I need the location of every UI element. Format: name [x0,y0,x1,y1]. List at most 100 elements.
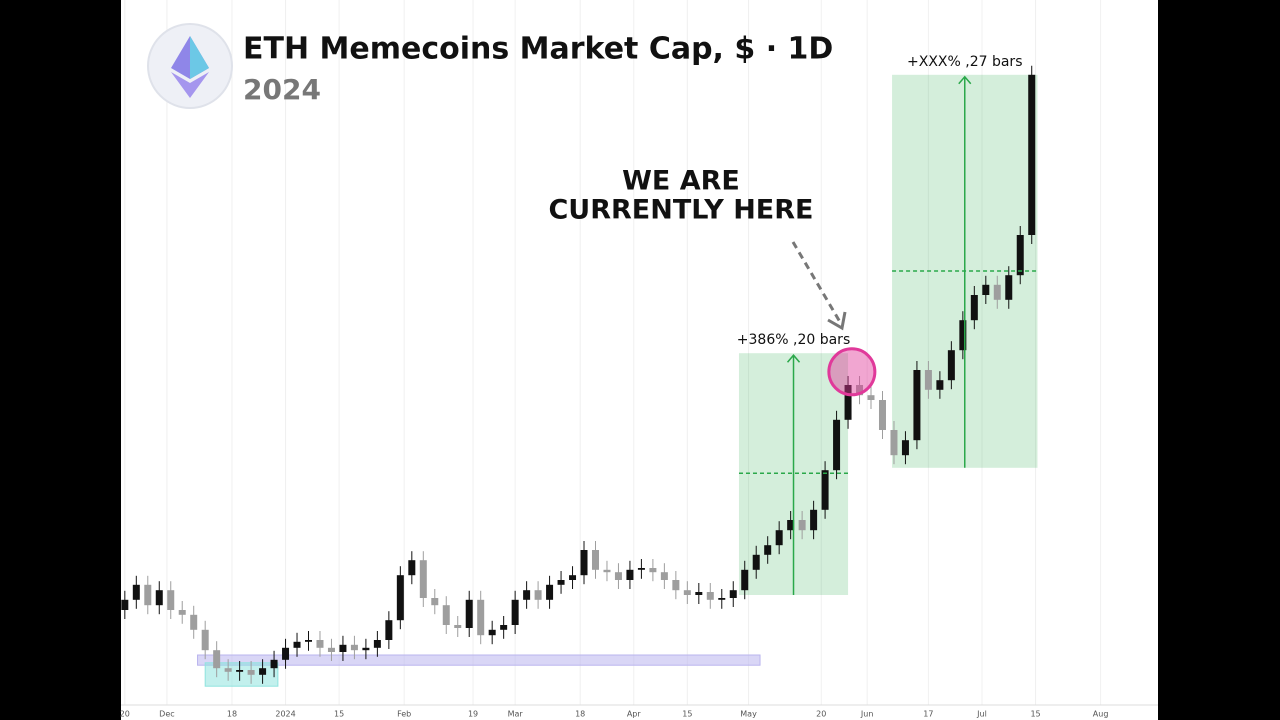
x-tick-label: 17 [923,710,933,719]
candle-body [982,284,990,295]
candles [121,65,1036,684]
candle-body [431,598,439,606]
candle-body [167,590,175,610]
candle-body [787,520,795,531]
candle-body [488,629,496,636]
candle-body [224,668,232,672]
candle-body [614,572,622,580]
candle-body [327,647,335,652]
candle-body [144,584,152,606]
candle-body [316,640,324,648]
arrow-head [827,311,847,331]
callout-line: WE ARE [622,166,740,197]
chart-title: ETH Memecoins Market Cap, $ · 1D [243,32,833,67]
callout-arrow [791,241,847,331]
candle-body [729,590,737,598]
candle-body [913,370,921,441]
candle-body [936,380,944,390]
candle-body [649,568,657,573]
x-tick-label: 19 [468,710,478,719]
candle-body [844,385,852,420]
candle-body [546,584,554,600]
candle-body [741,569,749,591]
x-tick-label: 15 [1030,710,1040,719]
candle-body [534,590,542,600]
candle-body [683,590,691,595]
candle-body [775,530,783,546]
candle-body [626,569,634,580]
candle-body [1016,235,1024,276]
candle-body [591,550,599,570]
measure-arrowhead [786,354,801,363]
candle-body [821,470,829,510]
candle-body [500,625,508,630]
current-marker [827,347,877,397]
candle-body [764,545,772,555]
candle-body [959,320,967,351]
candle-body [132,584,140,600]
candle-body [833,419,841,471]
candle-body [1028,74,1036,235]
candle-body [190,614,198,630]
x-tick-label: 2024 [275,710,295,719]
candle-body [305,640,313,642]
candle-body [798,520,806,531]
arrow-shaft [791,241,842,323]
chart-subtitle: 2024 [243,73,321,106]
candle-body [569,575,577,580]
x-tick-label: 15 [682,710,692,719]
candle-body [924,370,932,390]
grid [124,0,1102,705]
candle-body [442,605,450,625]
candle-body [695,592,703,595]
candle-body [350,644,358,651]
measure-label: +XXX% ,27 bars [907,54,1023,70]
x-tick-label: Aug [1093,710,1109,719]
measure-arrowhead [958,75,972,85]
candle-body [878,400,886,430]
candle-body [523,590,531,600]
x-tick-label: Jul [976,710,987,719]
candle-body [465,599,473,628]
candle-body [706,592,714,600]
logo [147,23,233,109]
candle-body [270,659,278,669]
candle-body [362,647,370,651]
x-tick-label: 15 [334,710,344,719]
candle-body [373,640,381,648]
x-tick-label: Mar [508,710,524,719]
x-tick-label: May [740,710,757,719]
candle-body [890,430,898,456]
candle-body [637,568,645,570]
candle-body [993,284,1001,300]
candle-body [155,590,163,606]
candle-body [178,610,186,615]
callout-line: CURRENTLY HERE [548,195,813,226]
candle-body [419,560,427,598]
candle-body [121,599,129,610]
candle-body [213,650,221,669]
chart-area [121,0,1158,720]
logo-eth-top-right [190,36,209,79]
candle-body [339,644,347,652]
candle-body [856,385,864,396]
candle-body [580,550,588,576]
x-tick-label: Dec [159,710,174,719]
candle-body [970,295,978,321]
candle-body [1005,275,1013,300]
candle-body [867,395,875,400]
candle-body [810,509,818,531]
x-tick-label: 18 [227,710,237,719]
candle-body [247,670,255,675]
overlays: +386% ,20 bars +XXX% ,27 bars [737,54,1038,595]
x-tick-label: Apr [627,710,642,719]
candle-body [557,580,565,585]
zone [197,654,761,666]
candle-body [718,598,726,600]
x-tick-label: Jun [860,710,874,719]
x-tick-label: 18 [575,710,585,719]
candle-body [477,599,485,636]
candle-body [282,647,290,660]
candle-body [603,569,611,573]
